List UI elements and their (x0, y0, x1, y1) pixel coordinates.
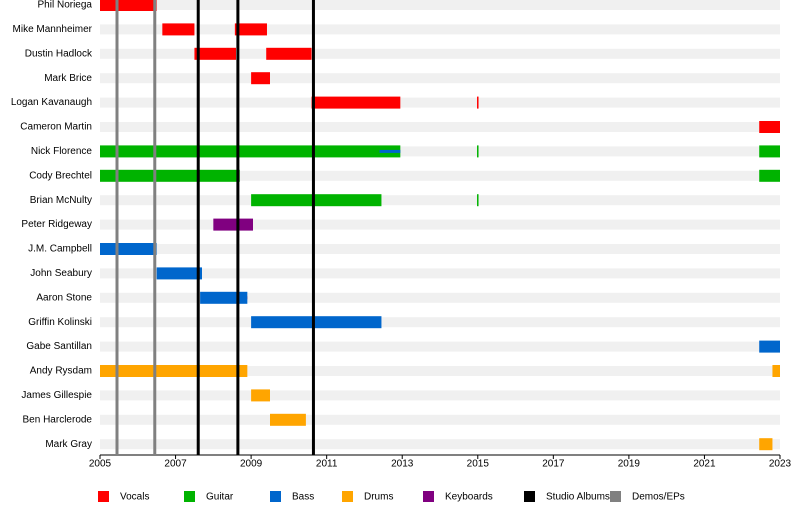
member-bar (759, 341, 780, 353)
member-bar (100, 145, 400, 157)
x-tick-label: 2005 (89, 459, 112, 470)
row-band (100, 195, 780, 205)
row-band (100, 73, 780, 83)
member-bar (200, 292, 247, 304)
member-bar (100, 365, 247, 377)
legend-swatch (610, 491, 621, 502)
legend-swatch (270, 491, 281, 502)
row-label: John Seabury (30, 268, 92, 279)
x-tick-label: 2011 (316, 459, 338, 470)
member-bar (312, 97, 401, 109)
legend-label: Demos/EPs (632, 492, 685, 503)
row-band (100, 317, 780, 327)
row-band (100, 342, 780, 352)
legend-label: Guitar (206, 492, 234, 503)
member-bar (157, 267, 202, 279)
x-tick-label: 2013 (391, 459, 414, 470)
member-bar (759, 170, 780, 182)
member-bar (100, 0, 157, 11)
member-bar (100, 243, 157, 255)
legend-swatch (184, 491, 195, 502)
member-bar (477, 145, 479, 157)
row-label: Andy Rysdam (30, 366, 92, 377)
row-band (100, 98, 780, 108)
legend-swatch (98, 491, 109, 502)
member-bar (251, 72, 270, 84)
row-label: Mark Brice (44, 73, 92, 84)
member-bar (477, 194, 479, 206)
member-bar (251, 389, 270, 401)
legend-swatch (423, 491, 434, 502)
row-band (100, 220, 780, 230)
member-bar (759, 145, 780, 157)
legend-swatch (524, 491, 535, 502)
member-bar (266, 48, 311, 60)
row-label: Phil Noriega (38, 0, 93, 11)
x-tick-label: 2015 (467, 459, 490, 470)
row-label: Mike Mannheimer (13, 24, 93, 35)
legend-label: Bass (292, 492, 314, 503)
member-bar (759, 121, 780, 133)
x-tick-label: 2019 (618, 459, 641, 470)
row-label: Logan Kavanaugh (11, 97, 92, 108)
x-tick-label: 2017 (542, 459, 565, 470)
member-bar (251, 194, 381, 206)
x-tick-label: 2023 (769, 459, 792, 470)
row-band (100, 122, 780, 132)
member-bar (380, 150, 401, 153)
row-band (100, 24, 780, 34)
member-bar (194, 48, 236, 60)
legend-swatch (342, 491, 353, 502)
member-bar (270, 414, 306, 426)
row-label: James Gillespie (21, 390, 92, 401)
row-label: Cameron Martin (20, 122, 92, 133)
row-band (100, 0, 780, 10)
row-label: Ben Harclerode (23, 414, 93, 425)
row-label: Aaron Stone (36, 292, 92, 303)
member-bar (213, 219, 253, 231)
member-bar (100, 170, 240, 182)
row-label: Dustin Hadlock (25, 48, 93, 59)
row-band (100, 244, 780, 254)
row-label: Peter Ridgeway (21, 219, 92, 230)
row-band (100, 415, 780, 425)
row-label: Brian McNulty (30, 195, 92, 206)
x-tick-label: 2021 (693, 459, 716, 470)
member-bar (759, 438, 772, 450)
legend-label: Keyboards (445, 492, 493, 503)
row-band (100, 439, 780, 449)
legend-label: Drums (364, 492, 393, 503)
row-label: J.M. Campbell (28, 244, 92, 255)
x-tick-label: 2007 (164, 459, 187, 470)
legend-label: Vocals (120, 492, 149, 503)
member-bar (162, 23, 194, 35)
row-label: Griffin Kolinski (28, 317, 92, 328)
member-bar (772, 365, 780, 377)
member-bar (235, 23, 267, 35)
row-label: Nick Florence (31, 146, 93, 157)
row-label: Cody Brechtel (29, 170, 92, 181)
row-label: Gabe Santillan (26, 341, 92, 352)
x-tick-label: 2009 (240, 459, 263, 470)
row-label: Mark Gray (45, 439, 92, 450)
member-bar (251, 316, 381, 328)
row-band (100, 390, 780, 400)
legend-label: Studio Albums (546, 492, 610, 503)
member-bar (477, 97, 479, 109)
